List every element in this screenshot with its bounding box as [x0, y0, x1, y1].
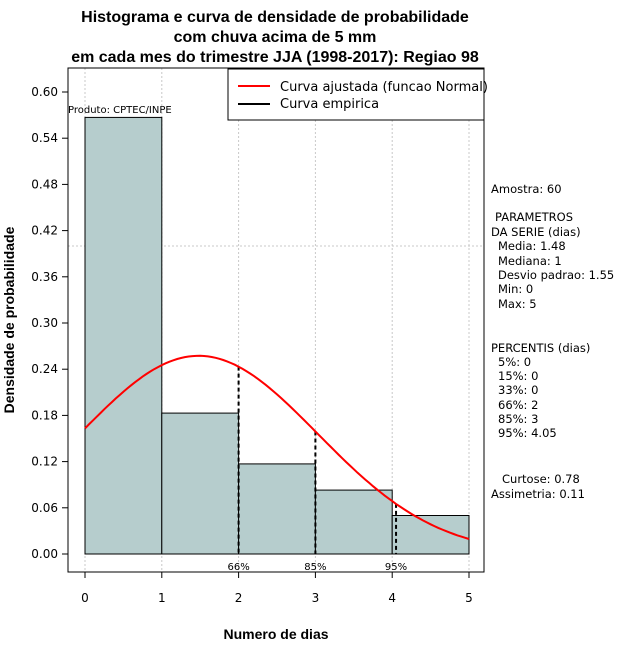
stat-sample: Amostra: 60	[491, 182, 562, 196]
x-tick-label: 0	[81, 591, 89, 605]
x-tick-label: 2	[235, 591, 243, 605]
y-tick-label: 0.24	[31, 362, 58, 376]
y-tick-label: 0.54	[31, 131, 58, 145]
stat-mediana: Mediana: 1	[498, 254, 562, 268]
histogram-bar	[84, 116, 163, 555]
x-tick-label: 3	[312, 591, 320, 605]
y-axis-label: Densidade de probabilidade	[1, 226, 17, 413]
histogram-bar	[161, 412, 240, 555]
stat-desvio: Desvio padrao: 1.55	[498, 268, 614, 282]
stat-params-title-2: DA SERIE (dias)	[491, 225, 581, 239]
stat-media: Media: 1.48	[498, 239, 566, 253]
plot-frame	[67, 67, 485, 573]
stat-assimetria: Assimetria: 0.11	[491, 487, 585, 501]
normal-curve	[84, 354, 470, 540]
x-tick-label: 1	[158, 591, 166, 605]
stat-max: Max: 5	[498, 297, 537, 311]
percentile-markers: 66% 85% 95%	[227, 366, 407, 573]
y-tick-label: 0.48	[31, 177, 58, 191]
histogram-bars	[84, 116, 470, 555]
stat-p85: 85%: 3	[498, 412, 538, 426]
stat-p33: 33%: 0	[498, 383, 538, 397]
y-tick-label: 0.12	[31, 455, 58, 469]
legend: Curva ajustada (funcao Normal) Curva emp…	[227, 68, 488, 121]
density-curves	[84, 354, 470, 540]
y-tick-label: 0.60	[31, 85, 58, 99]
stat-p5: 5%: 0	[498, 355, 531, 369]
y-tick-label: 0.30	[31, 316, 58, 330]
stat-params-title-1: PARAMETROS	[495, 210, 573, 224]
y-tick-label: 0.06	[31, 501, 58, 515]
histogram-bar	[238, 463, 316, 555]
legend-box	[227, 68, 485, 121]
y-tick-label: 0.36	[31, 270, 58, 284]
legend-label-empirical: Curva empirica	[280, 97, 379, 112]
axes: 0.00 0.06 0.12 0.18 0.24 0.30 0.36 0.42 0.48 0.54…	[31, 85, 473, 605]
stat-curtose: Curtose: 0.78	[502, 472, 580, 486]
product-label: Produto: CPTEC/INPE	[68, 105, 172, 116]
stat-p15: 15%: 0	[498, 369, 538, 383]
percentile-label: 66%	[227, 562, 249, 573]
x-axis-label: Numero de dias	[223, 626, 328, 642]
stats-panel: Amostra: 60 PARAMETROS DA SERIE (dias) M…	[491, 182, 614, 501]
percentile-label: 85%	[304, 562, 326, 573]
y-tick-label: 0.42	[31, 224, 58, 238]
percentile-label: 95%	[385, 562, 407, 573]
stat-p66: 66%: 2	[498, 398, 538, 412]
chart-title-line-3: em cada mes do trimestre JJA (1998-2017)…	[71, 49, 479, 66]
stat-percentis-title: PERCENTIS (dias)	[491, 341, 590, 355]
x-tick-label: 5	[465, 591, 473, 605]
stat-p95: 95%: 4.05	[498, 426, 557, 440]
chart-title-line-2: com chuva acima de 5 mm	[174, 29, 377, 46]
y-tick-label: 0.18	[31, 408, 58, 422]
y-tick-label: 0.00	[31, 547, 58, 561]
histogram-bar	[314, 489, 393, 555]
x-tick-label: 4	[388, 591, 396, 605]
chart-title-line-1: Histograma e curva de densidade de proba…	[81, 9, 469, 26]
legend-label-normal: Curva ajustada (funcao Normal)	[280, 80, 488, 95]
stat-min: Min: 0	[498, 282, 533, 296]
